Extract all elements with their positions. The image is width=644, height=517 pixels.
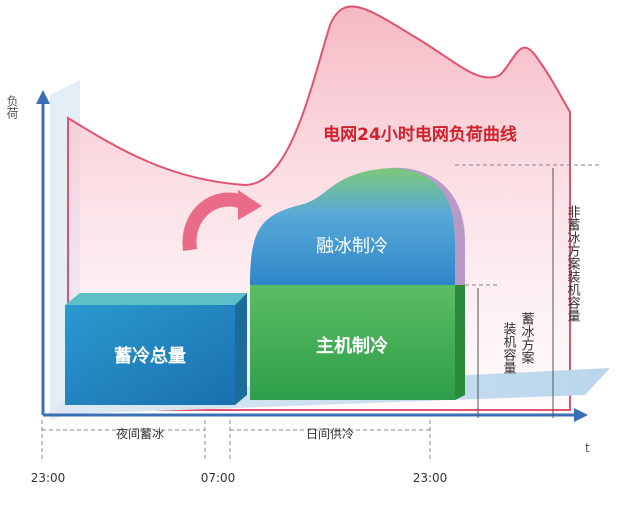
axes [36, 90, 588, 422]
block-label: 融冰制冷 [316, 236, 388, 257]
block-label: 主机制冷 [316, 335, 388, 357]
dimension-lines [477, 168, 554, 418]
time-label: 23:00 [413, 471, 448, 485]
capacity-label: 装机容量 [501, 322, 517, 374]
arrow-head [238, 190, 262, 220]
cooling-block [250, 167, 465, 400]
block-label: 蓄冷总量 [114, 345, 186, 367]
curve-title: 电网24小时电网负荷曲线 [323, 124, 517, 145]
period-label: 日间供冷 [306, 427, 354, 441]
storage-block [65, 293, 247, 405]
period-label: 夜间蓄冰 [116, 426, 164, 441]
arrow [182, 192, 248, 251]
x-label: t [585, 441, 590, 455]
guides [41, 164, 600, 460]
capacity-label: 非蓄冰方案装机容量 [565, 205, 581, 322]
time-label: 07:00 [201, 471, 236, 485]
time-label: 23:00 [31, 471, 66, 485]
y-label: 负荷 [5, 95, 19, 119]
capacity-label: 蓄冰方案 [519, 312, 535, 364]
